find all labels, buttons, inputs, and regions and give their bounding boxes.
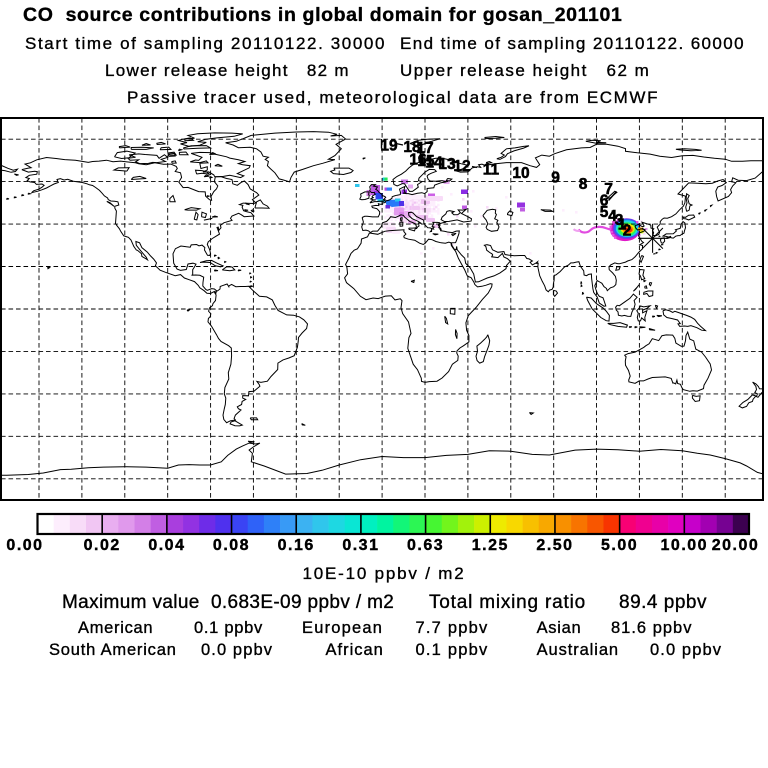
svg-text:10: 10 [512,165,529,182]
svg-text:6: 6 [600,193,609,210]
svg-text:16: 16 [409,152,427,169]
svg-text:17: 17 [416,140,433,157]
svg-text:4: 4 [608,208,617,225]
svg-text:11: 11 [483,162,500,179]
svg-text:9: 9 [551,170,560,187]
svg-text:8: 8 [579,176,588,193]
svg-text:13: 13 [438,156,456,173]
svg-text:7: 7 [604,181,613,198]
svg-text:19: 19 [380,138,398,155]
svg-text:1: 1 [618,217,627,234]
svg-text:18: 18 [403,139,421,156]
svg-text:12: 12 [453,158,470,175]
svg-text:14: 14 [425,155,443,172]
svg-text:3: 3 [615,212,624,229]
svg-text:5: 5 [600,204,609,221]
svg-text:15: 15 [417,153,435,170]
svg-text:2: 2 [623,223,632,240]
